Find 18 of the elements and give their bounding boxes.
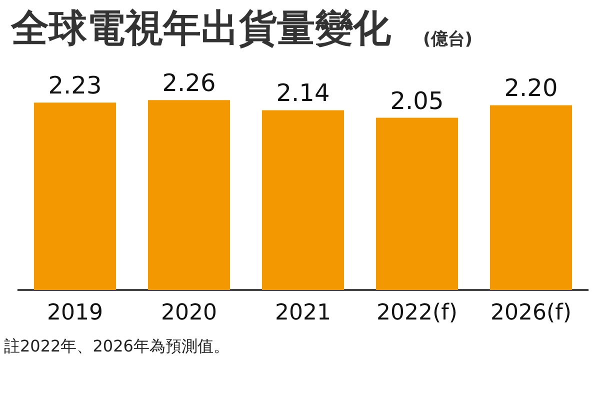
data-label: 2.23 <box>48 72 102 100</box>
bar <box>262 110 344 290</box>
bar <box>376 118 458 290</box>
bar <box>34 102 116 290</box>
chart-title: 全球電視年出貨量變化 <box>10 6 392 50</box>
x-tick-label: 2019 <box>47 300 103 326</box>
x-tick-label: 2026(f) <box>490 300 572 326</box>
data-label: 2.14 <box>276 79 330 108</box>
bar <box>490 105 572 290</box>
x-tick-label: 2022(f) <box>376 300 458 326</box>
bar <box>148 100 230 290</box>
chart-subtitle: (億台) <box>423 30 473 50</box>
x-tick-label: 2020 <box>161 300 217 326</box>
data-label: 2.20 <box>504 74 558 102</box>
data-label: 2.05 <box>390 86 444 115</box>
x-tick-label: 2021 <box>275 300 331 326</box>
text: 註2022年、2026年為預測值。 <box>4 336 230 356</box>
data-label: 2.26 <box>162 69 216 98</box>
